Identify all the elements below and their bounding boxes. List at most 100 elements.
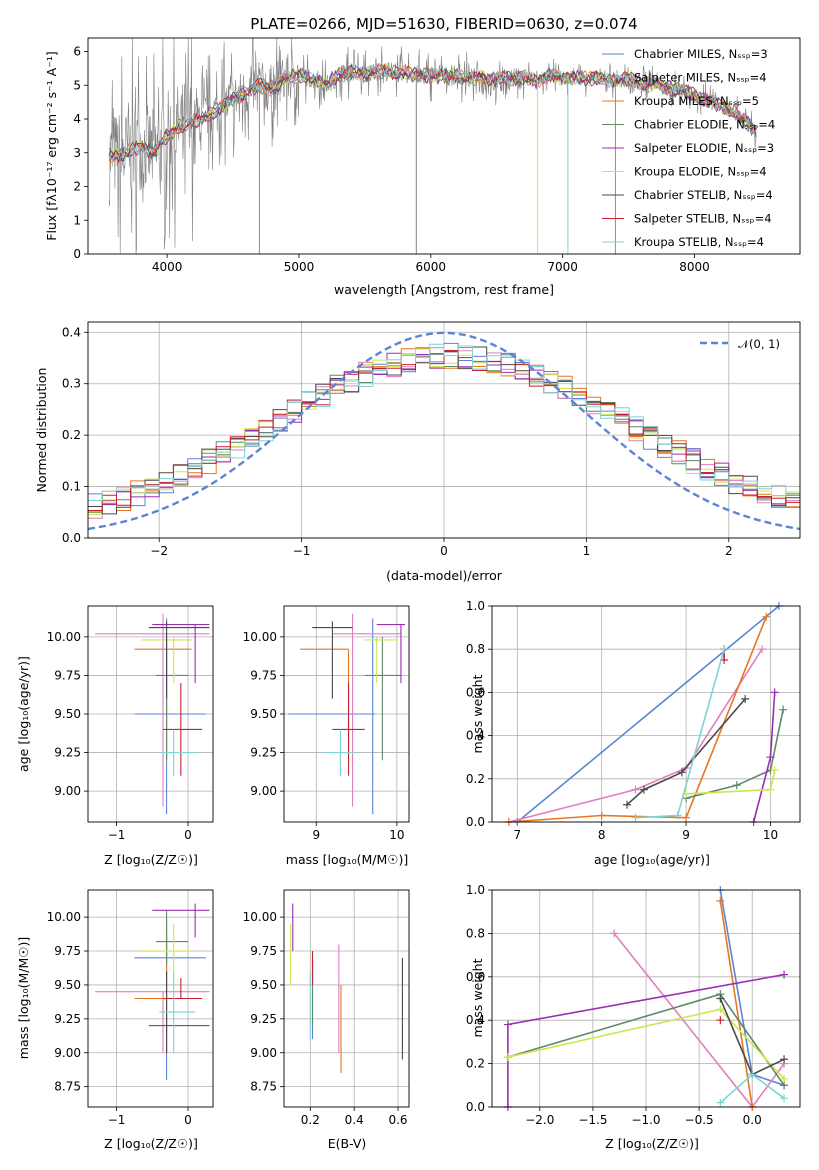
weight_vs_Z-point-4-1	[503, 1020, 512, 1029]
weight_vs_age-ytick-label-4: 0.8	[466, 642, 485, 656]
weight_vs_Z-ytick-label-2: 0.4	[466, 1013, 485, 1027]
mass_vs_Z-ytick-label-4: 9.75	[54, 944, 81, 958]
age_vs_mass-ytick-label-4: 10.00	[243, 630, 277, 644]
weight_vs_age-line-1	[508, 648, 763, 823]
residuals-frame	[87, 321, 801, 539]
weight_vs_age-point-2-3	[762, 612, 771, 621]
weight_vs_age-xtick-label-2: 9	[682, 828, 690, 842]
age-Z-ylabel: age [log₁₀(age/yr)]	[16, 656, 31, 772]
weight_vs_age-point-3-3	[779, 705, 788, 714]
residuals-ytick-label-0: 0.0	[62, 531, 81, 545]
age-Z-xlabel: Z [log₁₀(Z/Z☉)]	[104, 852, 198, 867]
age_vs_Z-ytick-label-0: 9.00	[54, 784, 81, 798]
mass_vs_ebv-frame	[283, 889, 410, 1108]
residuals-xtick-label-4: 2	[725, 544, 733, 558]
mass_vs_Z-ytick-label-3: 9.50	[54, 978, 81, 992]
age_vs_Z-ytick-label-4: 10.00	[47, 630, 81, 644]
weight_vs_age-point-8-0	[631, 813, 640, 822]
residuals-xtick-label-1: −1	[293, 544, 311, 558]
weight_vs_age-point-6-1	[639, 785, 648, 794]
weight_vs_Z-point-5-0	[503, 1053, 512, 1062]
gaussian-curve	[87, 331, 801, 531]
spectrum-ylabel: Flux [fλ10⁻¹⁷ erg cm⁻² s⁻¹ A⁻¹]	[44, 51, 59, 240]
weight_vs_Z-line-2	[719, 900, 753, 1108]
spectrum-legend-label-6: Chabrier STELIB, Nₛₛₚ=4	[634, 188, 773, 202]
weight_vs_Z-ytick-label-5: 1.0	[466, 883, 485, 897]
residual-hist-5	[88, 348, 800, 515]
weight_vs_Z-point-6-0	[716, 994, 725, 1003]
weight_vs_age-point-8-2	[720, 645, 729, 654]
weight_vs_Z-point-7-0	[716, 1016, 725, 1025]
age_vs_mass-ytick-label-0: 9.00	[250, 784, 277, 798]
spectrum-xtick-label-3: 7000	[547, 260, 578, 274]
mass_vs_Z-xtick-label-0: −1	[108, 1113, 126, 1127]
weight_vs_Z-point-4-2	[780, 970, 789, 979]
mass_vs_ebv-ytick-label-3: 9.50	[250, 978, 277, 992]
weight_vs_Z-point-8-1	[748, 1070, 757, 1079]
spectrum-model-3	[108, 66, 757, 162]
age_vs_Z-ytick-label-1: 9.25	[54, 746, 81, 760]
age_vs_mass-xtick-label-0: 9	[312, 828, 320, 842]
weight_vs_Z-xtick-label-2: −1.0	[631, 1113, 660, 1127]
age_vs_mass-ytick-label-1: 9.25	[250, 746, 277, 760]
weight_vs_age-point-1-1	[631, 785, 640, 794]
spectrum-ytick-label-2: 2	[73, 180, 81, 194]
residuals-ytick-label-2: 0.2	[62, 428, 81, 442]
spectrum-legend-label-0: Chabrier MILES, Nₛₛₚ=3	[634, 47, 768, 61]
mass_vs_ebv-ytick-label-4: 9.75	[250, 944, 277, 958]
mass_vs_ebv-xtick-label-2: 0.6	[388, 1113, 407, 1127]
age_vs_mass-ytick-label-2: 9.50	[250, 707, 277, 721]
weight_vs_age-xtick-label-3: 10	[763, 828, 778, 842]
mass_vs_Z-xtick-label-1: 0	[184, 1113, 192, 1127]
spectrum-xtick-label-1: 5000	[284, 260, 315, 274]
weight_vs_Z-point-1-0	[610, 929, 619, 938]
weight_vs_Z-point-8-2	[780, 1094, 789, 1103]
spectrum-legend-label-3: Chabrier ELODIE, Nₛₛₚ=4	[634, 118, 775, 132]
weight_vs_age-point-5-1	[766, 785, 775, 794]
weight-age-ylabel: mass weight	[470, 674, 485, 753]
weight_vs_Z-point-8-0	[716, 1098, 725, 1107]
mass_vs_ebv-ytick-label-2: 9.25	[250, 1012, 277, 1026]
mass-Z-ylabel: mass [log₁₀(M/M☉)]	[16, 937, 31, 1059]
age_vs_Z-xtick-label-0: −1	[108, 828, 126, 842]
weight_vs_Z-point-2-0	[716, 896, 725, 905]
mass_vs_ebv-ytick-label-1: 9.00	[250, 1046, 277, 1060]
weight_vs_age-point-6-0	[623, 800, 632, 809]
spectrum-xtick-label-4: 8000	[679, 260, 710, 274]
mass_vs_ebv-xtick-label-1: 0.4	[345, 1113, 364, 1127]
spectrum-legend-label-8: Kroupa STELIB, Nₛₛₚ=4	[634, 235, 764, 249]
residuals-xtick-label-3: 1	[583, 544, 591, 558]
weight_vs_age-point-3-1	[732, 781, 741, 790]
weight_vs_age-point-4-2	[770, 688, 779, 697]
weight_vs_age-ytick-label-5: 1.0	[466, 599, 485, 613]
spectrum-xlabel: wavelength [Angstrom, rest frame]	[334, 282, 554, 297]
spectrum-model-5	[108, 62, 757, 162]
spectrum-model-8	[108, 63, 757, 161]
weight_vs_age-xtick-label-1: 8	[598, 828, 606, 842]
weight_vs_age-frame	[491, 605, 801, 823]
residuals-ytick-label-1: 0.1	[62, 480, 81, 494]
age_vs_mass-frame	[283, 605, 410, 823]
age_vs_Z-xtick-label-1: 0	[184, 828, 192, 842]
weight_vs_age-point-4-1	[766, 753, 775, 762]
mass_vs_Z-ytick-label-5: 10.00	[47, 910, 81, 924]
spectrum-xtick-label-2: 6000	[416, 260, 447, 274]
age_vs_mass-xtick-label-1: 10	[389, 828, 404, 842]
weight_vs_age-line-3	[685, 709, 784, 799]
weight_vs_Z-point-6-2	[780, 1055, 789, 1064]
age_vs_Z-ytick-label-3: 9.75	[54, 668, 81, 682]
weight_vs_Z-xtick-label-0: −2.0	[525, 1113, 554, 1127]
weight_vs_age-point-6-3	[741, 694, 750, 703]
weight_vs_Z-xtick-label-1: −1.5	[578, 1113, 607, 1127]
weight-age-xlabel: age [log₁₀(age/yr)]	[594, 852, 710, 867]
weight_vs_age-line-6	[626, 698, 746, 806]
weight_vs_age-point-5-2	[770, 766, 779, 775]
weight_vs_age-line-0	[516, 605, 780, 823]
spectrum-frame	[87, 37, 801, 255]
weight-Z-xlabel: Z [log₁₀(Z/Z☉)]	[605, 1136, 699, 1151]
age_vs_Z-ytick-label-2: 9.50	[54, 707, 81, 721]
weight_vs_Z-ytick-label-3: 0.6	[466, 970, 485, 984]
residuals-xlabel: (data-model)/error	[386, 568, 503, 583]
mass_vs_Z-frame	[87, 889, 214, 1108]
weight_vs_age-ytick-label-1: 0.2	[466, 772, 485, 786]
